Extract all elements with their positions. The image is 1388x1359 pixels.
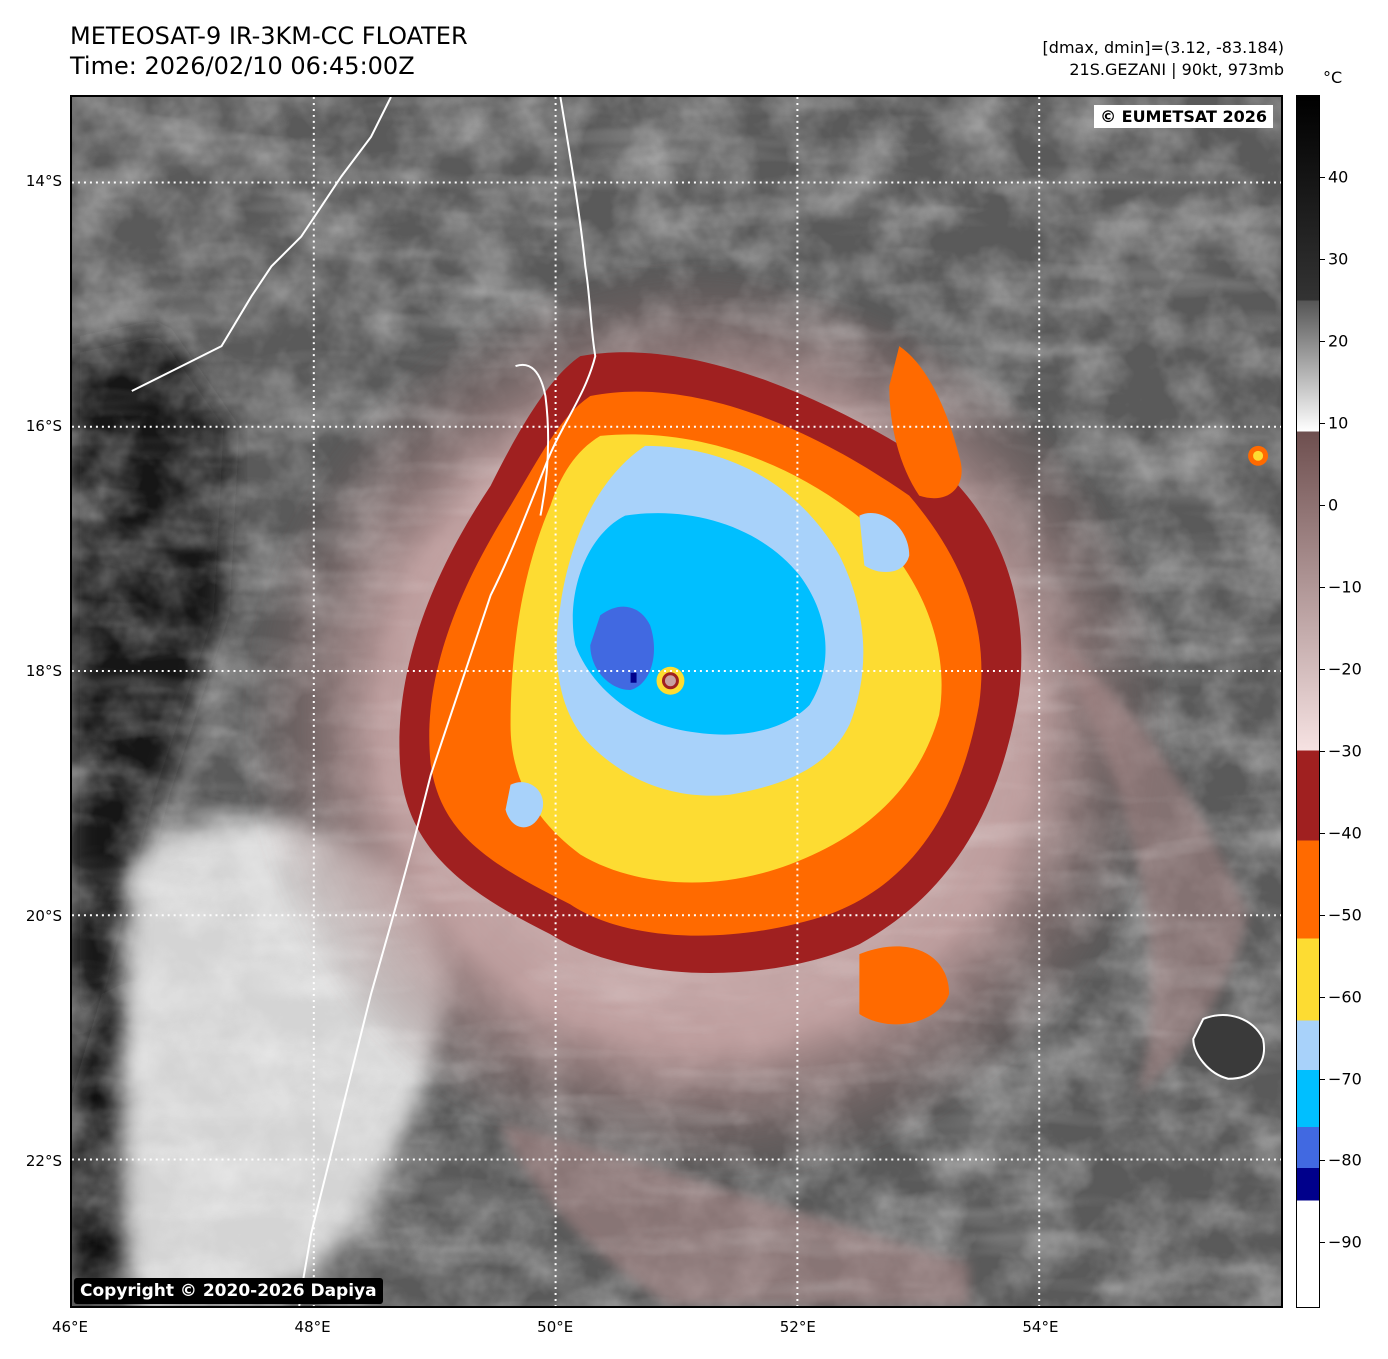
colorbar-tick-label-7: −30 bbox=[1328, 741, 1362, 761]
reunion-island bbox=[1192, 1014, 1265, 1080]
data-range-label: [dmax, dmin]=(3.12, -83.184) bbox=[1042, 38, 1284, 57]
colorbar-tickmark-13 bbox=[1320, 1242, 1325, 1244]
rainband-cell-se bbox=[859, 946, 950, 1025]
colorbar-tick-label-3: 10 bbox=[1328, 413, 1349, 433]
colorbar-tickmark-1 bbox=[1320, 258, 1325, 260]
cold-cell-east bbox=[859, 513, 910, 572]
lon-label-3: 52°E bbox=[779, 1318, 816, 1336]
convective-core-east bbox=[1253, 450, 1264, 461]
colorbar-unit: °C bbox=[1323, 68, 1343, 87]
lat-label-2: 18°S bbox=[25, 661, 62, 680]
coastline-madagascar bbox=[298, 97, 597, 1306]
graticule bbox=[72, 97, 1281, 1306]
eumetsat-credit: © EUMETSAT 2026 bbox=[1094, 105, 1273, 128]
lon-label-4: 54°E bbox=[1022, 1318, 1059, 1336]
lat-label-4: 22°S bbox=[25, 1151, 62, 1170]
lon-label-0: 46°E bbox=[51, 1318, 89, 1336]
lat-label-0: 14°S bbox=[25, 171, 62, 190]
colorbar-tick-label-0: 40 bbox=[1328, 167, 1349, 187]
colorbar-tickmark-4 bbox=[1320, 504, 1325, 506]
colorbar-tickmark-12 bbox=[1320, 1160, 1325, 1162]
satellite-map[interactable]: © EUMETSAT 2026 Copyright © 2020-2026 Da… bbox=[70, 95, 1283, 1308]
colorbar-tickmark-6 bbox=[1320, 668, 1325, 670]
storm-eye bbox=[661, 672, 679, 690]
colorbar-tickmark-8 bbox=[1320, 832, 1325, 834]
colorbar-tick-label-6: −20 bbox=[1328, 659, 1362, 679]
colorbar-tick-label-11: −70 bbox=[1328, 1069, 1362, 1088]
colorbar-tickmark-11 bbox=[1320, 1078, 1325, 1080]
colorbar-tick-label-5: −10 bbox=[1328, 577, 1362, 597]
colorbar-tick-label-10: −60 bbox=[1328, 987, 1362, 1007]
storm-info-label: 21S.GEZANI | 90kt, 973mb bbox=[1069, 60, 1284, 79]
colorbar-tickmark-3 bbox=[1320, 422, 1325, 424]
ir-imagery bbox=[72, 97, 1281, 1306]
colorbar-tick-label-1: 30 bbox=[1328, 249, 1349, 269]
colorbar-tickmark-0 bbox=[1320, 176, 1325, 178]
colorbar-tickmark-9 bbox=[1320, 914, 1325, 916]
colorbar-tickmark-2 bbox=[1320, 340, 1325, 342]
colorbar-tick-label-8: −40 bbox=[1328, 823, 1362, 843]
rainband-cell-ne bbox=[889, 346, 962, 499]
colorbar-tick-label-4: 0 bbox=[1328, 495, 1339, 515]
dapiya-credit: Copyright © 2020-2026 Dapiya bbox=[74, 1278, 383, 1304]
colorbar-tick-label-13: −90 bbox=[1328, 1232, 1362, 1252]
lon-label-2: 50°E bbox=[537, 1318, 574, 1336]
coastline-isle bbox=[515, 363, 550, 516]
colorbar-tickmark-7 bbox=[1320, 750, 1325, 752]
lat-label-1: 16°S bbox=[25, 416, 62, 435]
product-title: METEOSAT-9 IR-3KM-CC FLOATER bbox=[70, 22, 468, 50]
coldest-pixel bbox=[630, 672, 637, 683]
cold-cell-west bbox=[505, 782, 544, 828]
temperature-colorbar bbox=[1296, 95, 1320, 1308]
colorbar-tickmark-10 bbox=[1320, 996, 1325, 998]
colorbar-tick-label-9: −50 bbox=[1328, 905, 1362, 925]
lat-label-3: 20°S bbox=[25, 906, 62, 925]
observation-time: Time: 2026/02/10 06:45:00Z bbox=[70, 52, 415, 80]
lon-label-1: 48°E bbox=[294, 1318, 331, 1336]
colorbar-tickmark-5 bbox=[1320, 586, 1325, 588]
coastline-north bbox=[131, 97, 392, 392]
colorbar-tick-label-12: −80 bbox=[1328, 1150, 1362, 1170]
contour-minus-80 bbox=[590, 606, 654, 691]
colorbar-tick-label-2: 20 bbox=[1328, 331, 1349, 351]
